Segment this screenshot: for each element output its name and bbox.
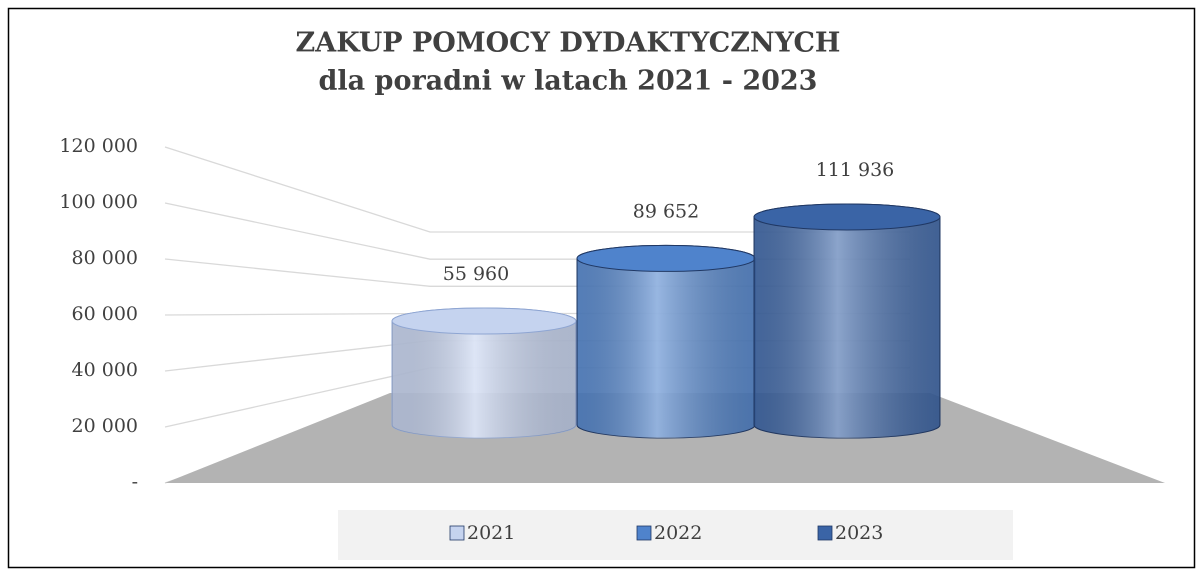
y-tick-label: 20 000 [72,415,138,437]
cylinder-top [576,244,756,272]
cylinder [391,307,577,439]
cylinder-shine [754,203,940,438]
cylinder-top [391,307,577,335]
cylinder-shine [577,245,755,438]
y-tick-label: 120 000 [59,135,138,157]
y-tick-label: 100 000 [59,191,138,213]
legend-swatch [636,525,652,541]
cylinder [576,244,756,439]
data-label: 111 936 [816,159,895,181]
grid-line [164,146,910,233]
y-tick-label: 40 000 [72,359,138,381]
cylinder-top [753,203,941,231]
legend-swatch [449,525,465,541]
y-tick-label: 80 000 [72,247,138,269]
legend-swatch [817,525,833,541]
chart-title: ZAKUP POMOCY DYDAKTYCZNYCH [296,28,841,59]
cylinder-shine [392,308,576,438]
y-tick-label: 60 000 [72,303,138,325]
legend-label: 2022 [654,522,702,544]
legend-label: 2023 [835,522,883,544]
chart-subtitle: dla poradni w latach 2021 - 2023 [319,66,818,97]
cylinder [753,203,941,439]
y-tick-label: - [132,471,138,493]
data-label: 55 960 [443,263,509,285]
data-label: 89 652 [633,200,699,222]
legend-label: 2021 [467,522,515,544]
